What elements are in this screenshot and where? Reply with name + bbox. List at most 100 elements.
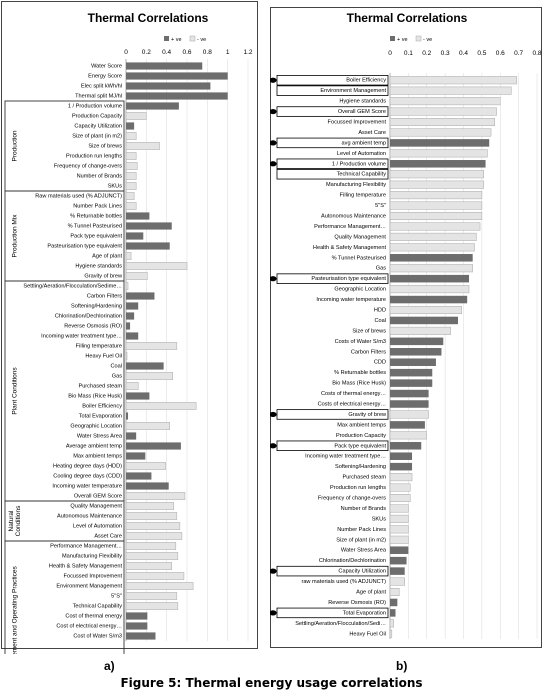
bar-label: Raw materials used (% ADJUNCT)	[35, 193, 122, 199]
bar-label: % Returnable bottles	[70, 213, 122, 219]
bar-label: Size of brews	[88, 143, 122, 149]
bar-label: Manufacturing Flexibility	[62, 553, 122, 559]
bar	[390, 609, 396, 617]
bar-label: Coal	[374, 318, 386, 324]
highlight-box	[276, 85, 389, 96]
bar-label: Production Capacity	[336, 433, 386, 439]
bar	[125, 402, 197, 410]
bar-label: Quality Management	[334, 234, 386, 240]
bar	[125, 282, 129, 290]
bar-label: Overall GEM Score	[74, 493, 122, 499]
group-box	[4, 540, 125, 654]
bar-label: Thermal split MJ/hl	[75, 93, 122, 99]
bar	[390, 421, 425, 429]
x-tick-label: 0.8	[532, 50, 541, 57]
bar	[126, 452, 146, 460]
panel-frame	[270, 7, 542, 648]
bar	[390, 400, 429, 408]
bar	[126, 102, 179, 110]
bar	[390, 295, 468, 304]
bar	[125, 532, 183, 540]
bar-label: Softening/Hardening	[335, 464, 386, 470]
bar	[125, 162, 138, 170]
bar-label: raw materials used (% ADJUNCT)	[301, 579, 386, 585]
bar	[125, 342, 178, 350]
bar-label: Geographic Location	[334, 287, 386, 293]
bar-label: Max ambient temps	[73, 453, 122, 459]
x-tick-label: 0.4	[162, 49, 171, 56]
bar	[389, 326, 451, 335]
x-tick-label: 0.5	[477, 50, 486, 57]
bar-label: Number Pack Lines	[337, 527, 386, 533]
highlight-box	[276, 607, 389, 619]
bar-label: Purchased steam	[78, 383, 122, 389]
bar-label: Costs of Water S/m3	[335, 339, 386, 345]
bar-label: Energy Score	[88, 73, 122, 79]
bar	[390, 598, 398, 607]
bar	[390, 274, 470, 283]
group-label: Production Mix	[12, 214, 19, 258]
bar	[125, 262, 188, 270]
bar	[389, 243, 475, 252]
bar	[126, 302, 139, 310]
bar	[125, 152, 137, 160]
bar	[389, 473, 413, 482]
bar-label: Environment Management	[320, 88, 386, 94]
bar	[126, 432, 137, 440]
bar-label: Pasteurisation type equivalent	[47, 243, 122, 249]
bar	[125, 182, 137, 190]
bar-label: Size of plant (in m2)	[336, 537, 386, 543]
bar-label: Cooling degree days (CDD)	[53, 473, 122, 479]
bar	[126, 232, 144, 240]
highlight-box	[276, 273, 389, 284]
panel-frame	[1, 1, 258, 649]
bar	[125, 572, 185, 580]
bar-label: Costs of thermal energy…	[321, 391, 386, 397]
bar	[389, 76, 518, 85]
bar	[389, 483, 411, 492]
bar	[125, 602, 179, 610]
bar-label: Total Evaporation	[343, 610, 386, 616]
highlight-dot	[270, 108, 277, 115]
bar-label: Incoming water treatment type…	[305, 454, 386, 460]
bar-label: Asset Care	[358, 130, 386, 136]
highlight-dot	[270, 161, 277, 167]
bar-label: Level of Automation	[73, 523, 122, 529]
x-tick-label: 0	[124, 49, 128, 56]
bar	[390, 462, 413, 471]
bar-label: Softening/Hardening	[71, 303, 122, 309]
highlight-box	[276, 409, 389, 420]
bar	[389, 410, 429, 419]
bar-label: Capacity Utilization	[338, 569, 386, 575]
bar	[126, 412, 129, 420]
bar	[125, 272, 148, 280]
bar-label: Heavy Fuel Oil	[85, 353, 122, 359]
bar	[390, 389, 429, 398]
bar-label: Filling temperature	[76, 343, 122, 349]
highlight-dot	[270, 276, 277, 282]
bar	[390, 254, 473, 262]
bar-label: Reverse Osmosis (RO)	[328, 600, 386, 606]
bar	[125, 462, 166, 470]
bar-label: Pasteurisation type equivalent	[311, 276, 386, 282]
bar-label: Health & Safety Management	[49, 563, 123, 569]
bar-label: Cost of electrical energy…	[56, 623, 122, 629]
bar	[126, 292, 155, 300]
bar-label: Costs of electrical energy…	[318, 401, 386, 407]
bar-label: Incoming water temperature	[52, 483, 122, 489]
group-label: Production	[12, 130, 19, 161]
highlight-box	[276, 440, 389, 452]
bar	[126, 222, 172, 230]
bar-label: Cost of Water S/m3	[73, 633, 122, 639]
bar-label: Production Capacity	[72, 113, 122, 119]
bar-label: Frequency of change-overs	[318, 495, 386, 501]
bar	[390, 442, 422, 450]
bar	[125, 492, 186, 500]
bar-label: Bio Mass (Rice Husk)	[332, 381, 386, 387]
bar	[389, 285, 470, 294]
bar	[389, 535, 409, 544]
bar	[390, 139, 490, 147]
bar-label: Chlorination/Dechlorination	[55, 313, 122, 319]
chart-title: Thermal Correlations	[88, 11, 209, 25]
bar	[126, 632, 156, 640]
